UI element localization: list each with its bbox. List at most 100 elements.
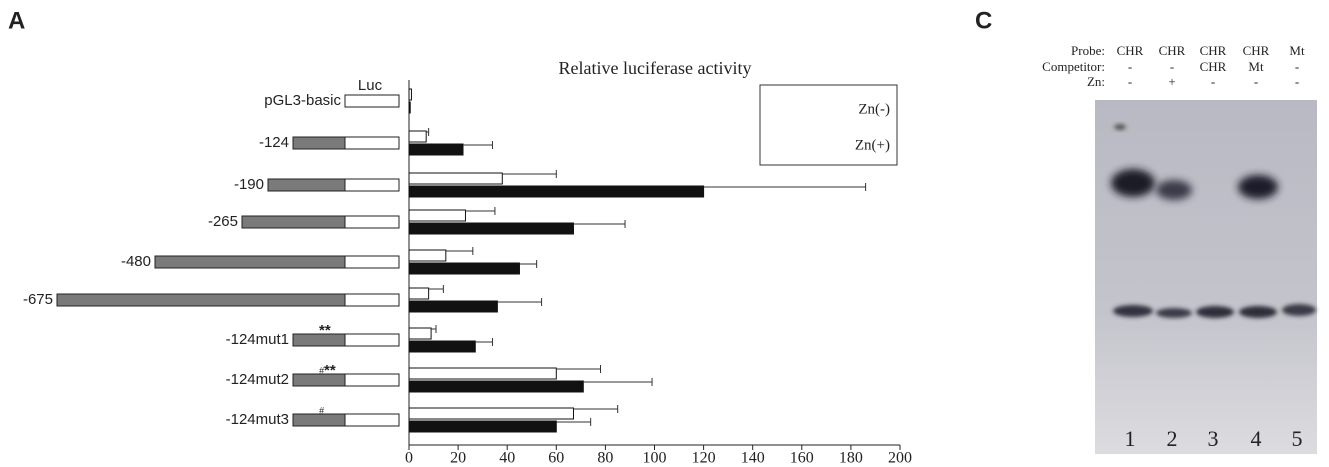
construct-label: -265	[208, 213, 238, 230]
gel-lane-label: -	[1211, 74, 1215, 89]
gel-lane-label: +	[1168, 74, 1175, 89]
promoter-bar	[268, 179, 345, 191]
error-bar	[465, 207, 494, 215]
luc-box	[345, 256, 399, 268]
panel-label: C	[975, 7, 992, 34]
bar	[409, 173, 502, 184]
luc-box	[345, 137, 399, 149]
luc-box	[345, 414, 399, 426]
lane-number: 3	[1208, 426, 1219, 451]
x-tick-label: 80	[597, 450, 613, 467]
construct-label: pGL3-basic	[264, 92, 341, 109]
bar	[409, 328, 431, 339]
x-tick-label: 180	[839, 450, 863, 467]
lane-number: 1	[1125, 426, 1136, 451]
gel-row-label: Probe:	[1071, 43, 1105, 58]
lane-number: 4	[1251, 426, 1262, 451]
bar	[409, 421, 556, 432]
luc-label: Luc	[358, 77, 383, 94]
gel-lane-label: CHR	[1200, 59, 1227, 74]
chart-title: Relative luciferase activity	[559, 58, 752, 78]
promoter-bar	[242, 216, 345, 228]
x-tick-label: 160	[790, 450, 814, 467]
luc-box	[345, 294, 399, 306]
lane-number: 5	[1292, 426, 1303, 451]
gel-lane-label: CHR	[1200, 43, 1227, 58]
legend-entry: Zn(-)	[858, 101, 890, 117]
error-bar	[573, 220, 625, 228]
promoter-bar	[293, 374, 345, 386]
error-bar	[556, 365, 600, 373]
x-tick-label: 140	[741, 450, 765, 467]
gel-row-label: Competitor:	[1042, 59, 1105, 74]
error-bar	[446, 247, 473, 255]
bar	[409, 89, 411, 100]
construct-label: -124mut1	[226, 331, 289, 348]
error-bar	[463, 141, 492, 149]
construct-label: -480	[121, 253, 151, 270]
panel-label: A	[8, 7, 25, 34]
lane-number: 2	[1167, 426, 1178, 451]
x-tick-label: 200	[888, 450, 912, 467]
x-tick-label: 120	[692, 450, 716, 467]
x-tick-label: 60	[548, 450, 564, 467]
construct-label: -124	[259, 134, 289, 151]
error-bar	[497, 298, 541, 306]
bar	[409, 301, 497, 312]
legend-entry: Zn(+)	[855, 137, 890, 153]
x-tick-label: 0	[405, 450, 413, 467]
construct-label: -124mut2	[226, 371, 289, 388]
bar	[409, 288, 429, 299]
bar	[409, 381, 583, 392]
bar	[409, 250, 446, 261]
promoter-bar	[293, 414, 345, 426]
gel-row-label: Zn:	[1087, 74, 1105, 89]
gel-lane-label: -	[1295, 74, 1299, 89]
mutation-mark: **	[324, 362, 336, 379]
bar	[409, 131, 426, 142]
bar	[409, 186, 704, 197]
error-bar	[519, 260, 536, 268]
gel-lane-label: CHR	[1117, 43, 1144, 58]
bar	[409, 223, 573, 234]
gel-lane-label: -	[1128, 74, 1132, 89]
error-bar	[704, 183, 866, 191]
bar	[409, 368, 556, 379]
error-bar	[431, 325, 436, 333]
construct-label: -190	[234, 176, 264, 193]
error-bar	[475, 338, 492, 346]
error-bar	[583, 378, 652, 386]
figure: A C Luc Relative luciferase activity Zn(…	[0, 0, 1329, 467]
x-tick-label: 20	[450, 450, 466, 467]
gel-image	[1095, 100, 1317, 454]
bar	[409, 144, 463, 155]
x-tick-label: 40	[499, 450, 515, 467]
bar	[409, 210, 465, 221]
gel-lane-label: -	[1254, 74, 1258, 89]
luc-box	[345, 95, 399, 107]
gel-lane-label: -	[1128, 59, 1132, 74]
bar	[409, 102, 410, 113]
gel-lane-label: -	[1170, 59, 1174, 74]
promoter-bar	[293, 137, 345, 149]
luc-box	[345, 334, 399, 346]
luc-box	[345, 179, 399, 191]
luc-box	[345, 374, 399, 386]
bar	[409, 341, 475, 352]
construct-label: -124mut3	[226, 411, 289, 428]
luc-box	[345, 216, 399, 228]
mutation-mark: **	[319, 322, 331, 339]
gel-lane-label: CHR	[1243, 43, 1270, 58]
error-bar	[502, 170, 556, 178]
error-bar	[429, 285, 444, 293]
gel-lane-label: -	[1295, 59, 1299, 74]
gel-lane-label: Mt	[1289, 43, 1305, 58]
bar	[409, 263, 519, 274]
x-tick-label: 100	[643, 450, 667, 467]
promoter-bar	[57, 294, 345, 306]
gel-lane-label: CHR	[1159, 43, 1186, 58]
promoter-bar	[155, 256, 345, 268]
error-bar	[573, 405, 617, 413]
gel-lane-label: Mt	[1248, 59, 1264, 74]
construct-label: -675	[23, 291, 53, 308]
